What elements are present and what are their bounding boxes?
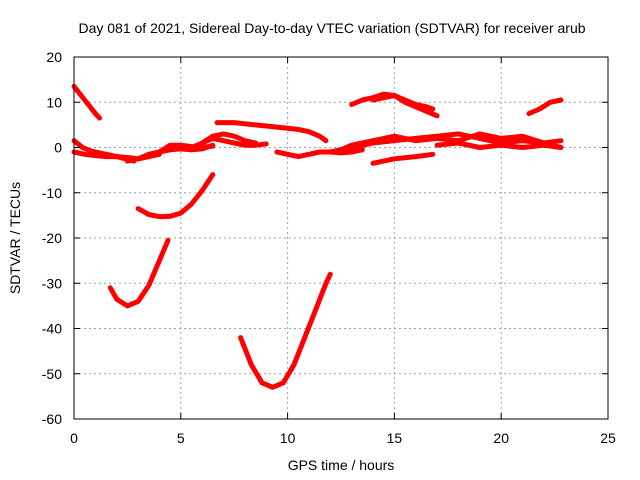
series-arc-09 — [189, 135, 269, 150]
series-arc-14 — [338, 131, 564, 153]
x-tick-label: 10 — [280, 430, 296, 446]
x-tick-label: 15 — [387, 430, 403, 446]
series-arc-19 — [526, 97, 564, 117]
y-tick-label: -10 — [42, 185, 62, 201]
x-tick-label: 25 — [600, 430, 616, 446]
series-arc-06 — [135, 172, 216, 220]
y-tick-label: -20 — [42, 230, 62, 246]
series-arc-07 — [107, 237, 171, 309]
y-tick-label: -60 — [42, 411, 62, 427]
grid-layer — [74, 57, 608, 419]
y-axis-label: SDTVAR / TECUs — [7, 182, 23, 294]
chart-title: Day 081 of 2021, Sidereal Day-to-day VTE… — [78, 20, 585, 36]
y-tick-label: 20 — [46, 49, 62, 65]
series-layer — [71, 83, 564, 390]
series-arc-17 — [370, 151, 436, 166]
series-arc-01 — [71, 83, 103, 121]
series-arc-12 — [274, 147, 365, 160]
y-tick-label: 10 — [46, 94, 62, 110]
series-arc-11 — [238, 271, 333, 390]
series-arc-18 — [434, 140, 564, 150]
series-arc-16 — [370, 93, 440, 119]
y-tick-label: -30 — [42, 275, 62, 291]
y-tick-label: -40 — [42, 321, 62, 337]
tick-layer: 0 5 10 15 20 25 -60 -50 -40 -30 -20 -10 0 10 20 — [42, 49, 616, 446]
x-tick-label: 5 — [177, 430, 185, 446]
x-axis-label: GPS time / hours — [288, 457, 395, 473]
y-tick-label: -50 — [42, 366, 62, 382]
series-arc-05 — [135, 142, 216, 162]
y-tick-label: 0 — [54, 140, 62, 156]
x-tick-label: 20 — [493, 430, 509, 446]
series-arc-10 — [214, 120, 329, 144]
x-tick-label: 0 — [70, 430, 78, 446]
